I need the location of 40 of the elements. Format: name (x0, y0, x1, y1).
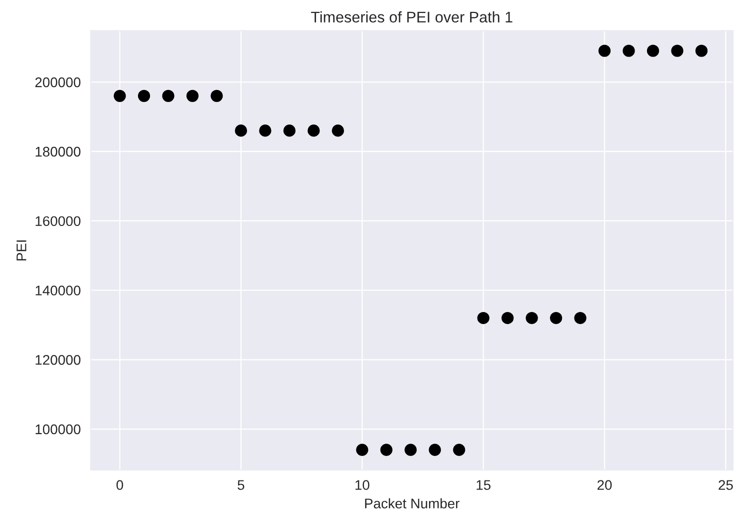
point (646, 44, 660, 57)
point (671, 44, 684, 57)
y-tick-label: 100000 (36, 424, 80, 434)
point (502, 312, 514, 324)
y-tick-label: 180000 (36, 146, 80, 157)
point (404, 444, 417, 456)
point (332, 124, 344, 137)
point (138, 90, 150, 102)
point (259, 124, 272, 137)
point (477, 312, 490, 324)
point (598, 44, 611, 57)
point (186, 90, 199, 102)
point (380, 444, 392, 456)
y-tick-label: 140000 (36, 286, 80, 296)
y-tick-label: 160000 (36, 216, 80, 226)
point (308, 124, 320, 137)
x-tick-label: 5 (238, 480, 244, 490)
point (210, 90, 223, 102)
point (550, 312, 562, 324)
point (234, 124, 248, 137)
x-tick-label: 25 (718, 480, 733, 490)
point (162, 90, 174, 102)
point (574, 312, 586, 324)
point (114, 90, 126, 102)
x-tick-label: 15 (476, 480, 490, 490)
point (283, 124, 296, 137)
point (622, 44, 635, 57)
point (453, 444, 466, 456)
point (695, 44, 708, 57)
point (526, 312, 538, 324)
point (356, 444, 368, 456)
x-tick-label: 0 (116, 480, 124, 490)
x-tick-label: 10 (356, 480, 370, 490)
y-tick-label: 120000 (36, 354, 80, 365)
point (428, 444, 441, 456)
x-tick-label: 20 (598, 480, 612, 490)
y-tick-label: 200000 (35, 77, 80, 88)
chart-title: Timeseries of PEI over Path 1 (311, 11, 512, 23)
y-axis-title: PEI (16, 240, 26, 260)
x-axis-title: Packet Number (365, 498, 460, 508)
